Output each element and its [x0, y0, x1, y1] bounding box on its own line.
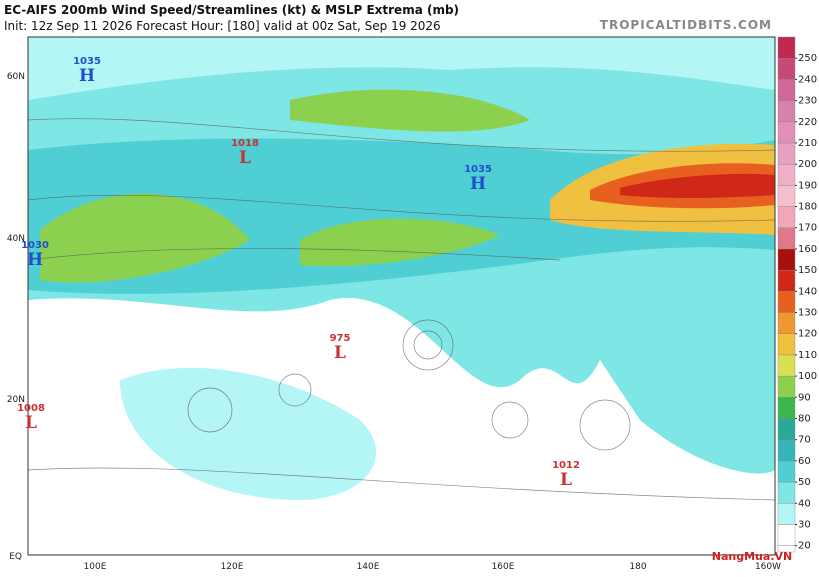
colorbar-segment [777, 481, 796, 504]
colorbar-label: 70 [798, 435, 811, 446]
colorbar-label: 170 [798, 223, 817, 234]
colorbar-label: 80 [798, 413, 811, 424]
lat-label: 40N [7, 234, 25, 244]
colorbar-label: 140 [798, 286, 817, 297]
colorbar-segment [777, 248, 796, 271]
colorbar-label: 210 [798, 138, 817, 149]
colorbar-label: 180 [798, 202, 817, 213]
colorbar-segment [777, 375, 796, 398]
colorbar-label: 20 [798, 541, 811, 552]
lat-label: 60N [7, 72, 25, 82]
colorbar-label: 50 [798, 477, 811, 488]
colorbar-label: 40 [798, 498, 811, 509]
colorbar-segment [777, 57, 796, 80]
pressure-letter: L [560, 470, 572, 490]
colorbar-segment [777, 227, 796, 250]
colorbar-label: 60 [798, 456, 811, 467]
map-frame [27, 36, 776, 556]
colorbar-segment [777, 163, 796, 186]
pressure-letter: L [25, 413, 37, 433]
lat-label: 20N [7, 395, 25, 405]
lat-label: EQ [9, 552, 22, 562]
colorbar-label: 160 [798, 244, 817, 255]
pressure-value: 1012 [552, 460, 580, 471]
colorbar-label: 200 [798, 159, 817, 170]
map: 60N 40N 20N EQ 100E 120E 140E 160E 180 1… [7, 36, 781, 572]
colorbar-label: 110 [798, 350, 817, 361]
colorbar-segment [777, 291, 796, 313]
colorbar-label: 190 [798, 180, 817, 191]
colorbar-label: 130 [798, 308, 817, 319]
colorbar-label: 220 [798, 117, 817, 128]
colorbar-segment [777, 418, 796, 440]
colorbar-segment [777, 354, 796, 377]
pressure-value: 1008 [17, 403, 45, 414]
colorbar-segment [777, 142, 796, 165]
pressure-value: 975 [330, 333, 351, 344]
colorbar-segment [777, 524, 796, 546]
lon-label: 100E [84, 562, 107, 572]
colorbar-label: 120 [798, 329, 817, 340]
colorbar-segment [777, 333, 796, 356]
colorbar-segment [777, 185, 796, 207]
watermark: NangMua.VN [712, 550, 792, 563]
subtitle: Init: 12z Sep 11 2026 Forecast Hour: [18… [4, 19, 441, 33]
colorbar-segment [777, 439, 796, 462]
pressure-letter: H [27, 250, 43, 270]
colorbar-label: 240 [798, 74, 817, 85]
colorbar-segment [777, 121, 796, 144]
pressure-value: 1018 [231, 138, 259, 149]
pressure-letter: L [334, 343, 346, 363]
colorbar-segment [777, 503, 796, 525]
pressure-value: 1030 [21, 240, 49, 251]
streamlines [28, 118, 775, 501]
lon-label: 140E [357, 562, 380, 572]
colorbar-label: 100 [798, 371, 817, 382]
colorbar-segment [777, 206, 796, 228]
pressure-value: 1035 [464, 164, 492, 175]
title: EC-AIFS 200mb Wind Speed/Streamlines (kt… [4, 3, 459, 17]
pressure-letter: H [470, 174, 486, 194]
pressure-letter: H [79, 66, 95, 86]
pressure-value: 1035 [73, 56, 101, 67]
colorbar-label: 150 [798, 265, 817, 276]
colorbar-segment [777, 269, 796, 292]
colorbar-segment [777, 397, 796, 419]
colorbar-segment [777, 460, 796, 483]
pressure-letter: L [239, 148, 251, 168]
colorbar: 20 30 40 50 60 70 80 90 100 110 120 130 140 150 160 170… [777, 36, 817, 553]
colorbar-label: 90 [798, 392, 811, 403]
colorbar-segment [777, 79, 796, 101]
colorbar-label: 230 [798, 96, 817, 107]
colorbar-label: 250 [798, 53, 817, 64]
colorbar-label: 30 [798, 519, 811, 530]
lon-label: 160W [755, 562, 781, 572]
colorbar-segment [777, 100, 796, 122]
colorbar-segment [777, 36, 796, 59]
lon-label: 180 [629, 562, 646, 572]
lon-label: 120E [221, 562, 244, 572]
colorbar-segment [777, 312, 796, 334]
source: TROPICALTIDBITS.COM [600, 18, 772, 32]
lon-label: 160E [492, 562, 515, 572]
colorbar-pad [777, 545, 796, 553]
